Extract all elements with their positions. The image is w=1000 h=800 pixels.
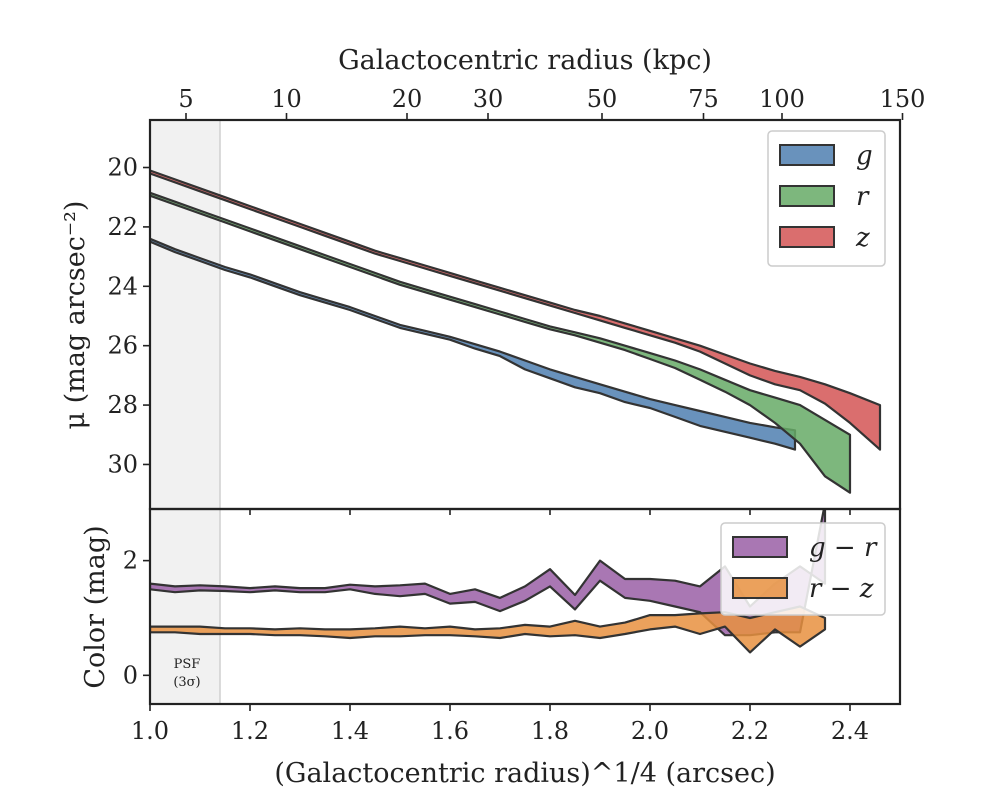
color-ytick-label-0: 0: [123, 661, 138, 689]
top-tick-label-20: 20: [392, 85, 423, 113]
x-axis-title: (Galactocentric radius)^1/4 (arcsec): [274, 758, 775, 789]
sb-ytick-label-22: 22: [107, 213, 138, 241]
sb-legend-label-g: g: [856, 141, 873, 171]
xtick-label-1-2: 1.2: [231, 717, 269, 745]
color-ytick-label-2: 2: [123, 547, 138, 575]
color-legend-label-r-z: r − z: [809, 574, 874, 604]
xtick-label-1-0: 1.0: [131, 717, 169, 745]
sb-legend-swatch-r: [779, 185, 835, 207]
legends: grz g − r r − z: [720, 130, 886, 616]
color-legend-swatch-g-r: [732, 536, 788, 558]
color-legend-swatch-r-z: [732, 577, 788, 599]
xtick-label-2-0: 2.0: [631, 717, 669, 745]
top-tick-label-30: 30: [473, 85, 504, 113]
xtick-label-1-4: 1.4: [331, 717, 369, 745]
sb-band-z: [150, 169, 882, 451]
sb-legend: grz: [767, 130, 886, 267]
sb-legend-swatch-z: [779, 226, 835, 248]
xtick-label-2-2: 2.2: [731, 717, 769, 745]
tick-marks: [143, 113, 904, 711]
top-tick-label-75: 75: [688, 85, 719, 113]
top-tick-label-5: 5: [178, 85, 193, 113]
band-series: [150, 169, 882, 654]
y-axis-title-color: Color (mag): [80, 525, 111, 688]
xtick-label-2-4: 2.4: [831, 717, 869, 745]
axes-frames: [148, 118, 902, 706]
color-legend-label-g-r: g − r: [809, 533, 878, 563]
color-band-r-z: [150, 605, 827, 654]
top-tick-label-10: 10: [271, 85, 302, 113]
xtick-label-1-6: 1.6: [431, 717, 469, 745]
sb-ytick-label-30: 30: [107, 450, 138, 478]
sb-band-g: [150, 237, 797, 451]
top-tick-label-50: 50: [587, 85, 618, 113]
y-axis-title-main: μ (mag arcsec⁻²): [60, 201, 91, 430]
top-tick-label-100: 100: [759, 85, 805, 113]
tick-labels: 5 10 20 30 50 75 100 150 20 22 24 26 28 30 0 2 1.0 1.2 1.4…: [107, 85, 925, 745]
sb-band-r: [150, 191, 852, 494]
top-tick-label-150: 150: [880, 85, 926, 113]
top-axis-title: Galactocentric radius (kpc): [338, 45, 712, 76]
sb-legend-swatch-g: [779, 144, 835, 166]
bottom-panel-frame: [148, 507, 902, 706]
sb-ytick-label-26: 26: [107, 332, 138, 360]
sb-ytick-label-24: 24: [107, 272, 138, 300]
psf-label-line2: (3σ): [173, 675, 200, 690]
sb-ytick-label-20: 20: [107, 154, 138, 182]
psf-label-line1: PSF: [174, 657, 201, 672]
color-legend: g − r r − z: [720, 522, 886, 616]
sb-ytick-label-28: 28: [107, 391, 138, 419]
xtick-label-1-8: 1.8: [531, 717, 569, 745]
sb-legend-label-z: z: [855, 223, 870, 253]
sb-legend-label-r: r: [856, 182, 870, 212]
